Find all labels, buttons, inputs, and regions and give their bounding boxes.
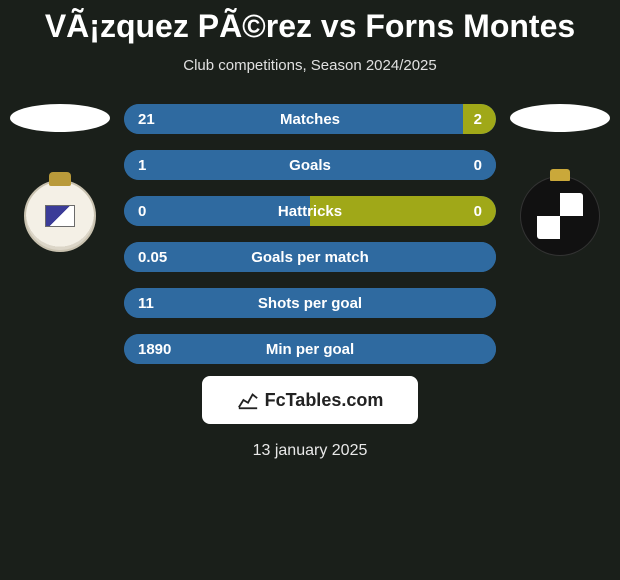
stat-row: 21 Matches 2 (124, 104, 496, 134)
stat-value-left: 11 (138, 295, 154, 312)
player-left-silhouette (10, 104, 110, 132)
stat-value-right: 0 (474, 157, 482, 174)
subtitle: Club competitions, Season 2024/2025 (0, 57, 620, 74)
club-badge-right-emblem (520, 176, 600, 256)
page-title: VÃ¡zquez PÃ©rez vs Forns Montes (0, 8, 620, 45)
stat-value-left: 1 (138, 157, 146, 174)
club-badge-left-flag (45, 205, 75, 227)
main-layout: 21Matches21Goals00Hattricks00.05Goals pe… (0, 104, 620, 364)
right-side (508, 104, 612, 260)
player-right-silhouette (510, 104, 610, 132)
club-badge-left (16, 172, 104, 260)
date-text: 13 january 2025 (0, 442, 620, 460)
stat-label: Hattricks (278, 203, 342, 220)
stat-label: Goals per match (251, 249, 369, 266)
brand-text: FcTables.com (265, 390, 384, 411)
stat-value-left: 0.05 (138, 249, 167, 266)
stats-column: 21Matches21Goals00Hattricks00.05Goals pe… (124, 104, 496, 364)
stat-row: 1890 Min per goal (124, 334, 496, 364)
stat-row: 0.05 Goals per match (124, 242, 496, 272)
comparison-card: VÃ¡zquez PÃ©rez vs Forns Montes Club com… (0, 0, 620, 460)
brand-badge[interactable]: FcTables.com (202, 376, 418, 424)
club-badge-right (516, 172, 604, 260)
stat-value-left: 21 (138, 111, 155, 128)
stat-value-right: 0 (474, 203, 482, 220)
stat-label: Shots per goal (258, 295, 362, 312)
chart-icon (237, 389, 259, 411)
stat-label: Matches (280, 111, 340, 128)
stat-row: 0 Hattricks 0 (124, 196, 496, 226)
stat-row: 11 Shots per goal (124, 288, 496, 318)
stat-value-left: 1890 (138, 341, 171, 358)
left-side (8, 104, 112, 260)
stat-row: 1 Goals 0 (124, 150, 496, 180)
stat-label: Min per goal (266, 341, 354, 358)
stat-value-left: 0 (138, 203, 146, 220)
stat-value-right: 2 (474, 111, 482, 128)
club-badge-left-emblem (24, 180, 96, 252)
stat-label: Goals (289, 157, 331, 174)
